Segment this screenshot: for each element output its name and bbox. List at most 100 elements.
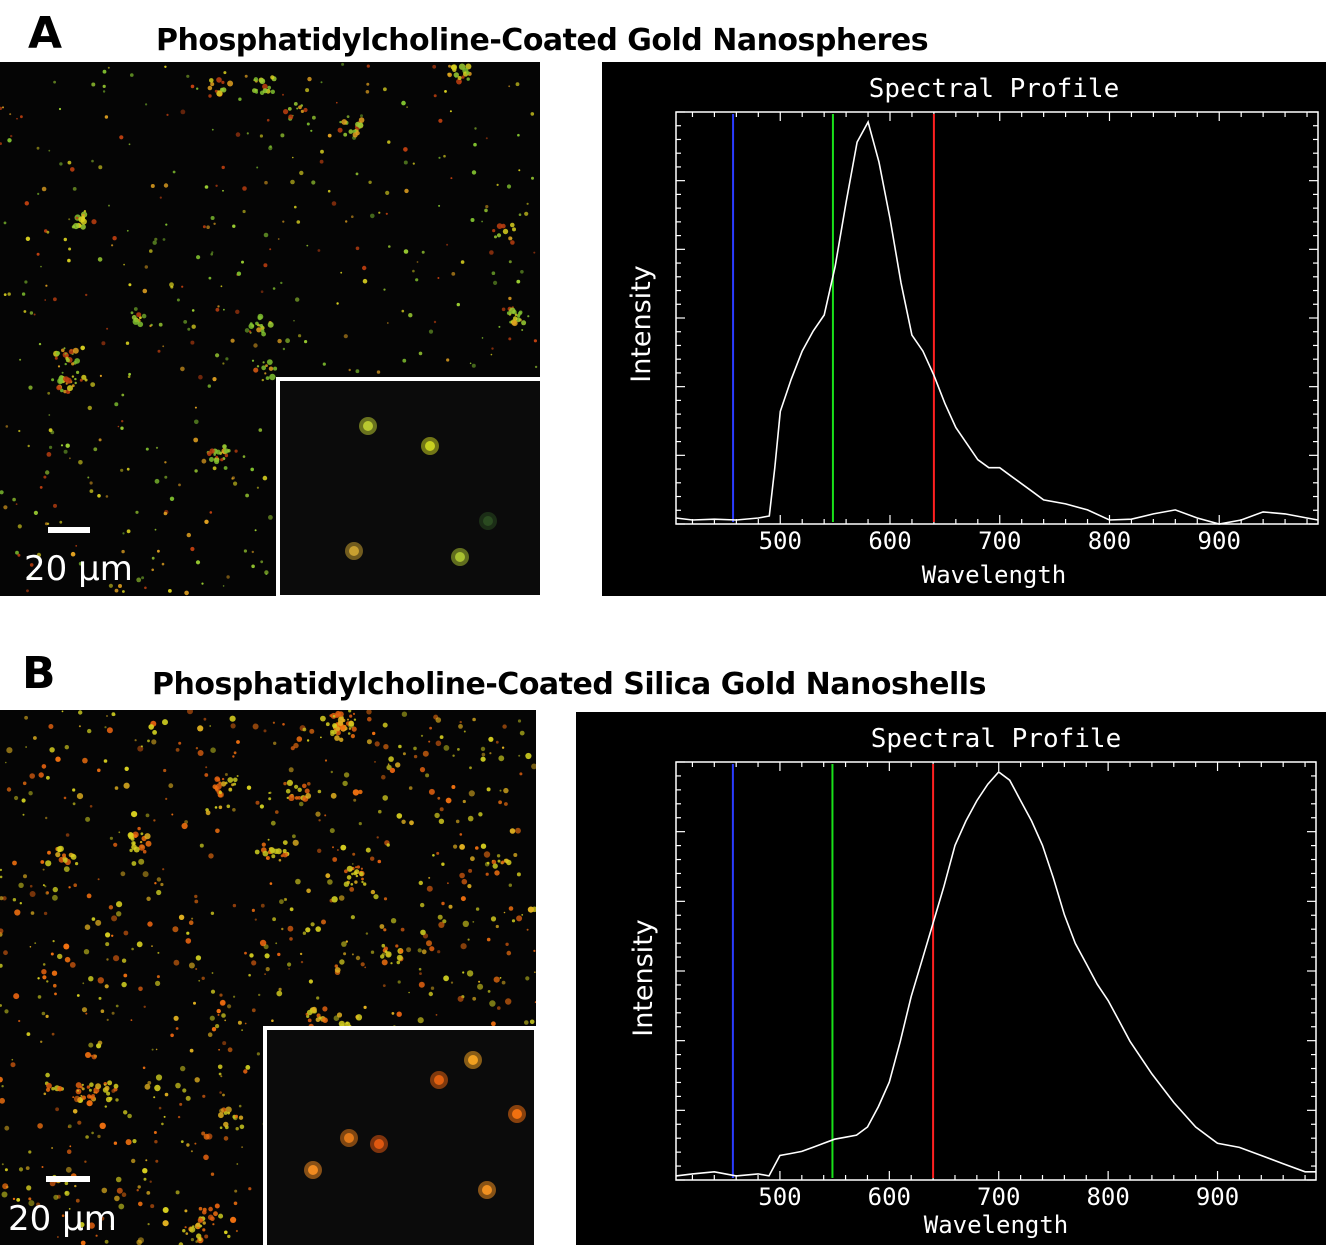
particle-cluster bbox=[297, 787, 302, 792]
particle bbox=[521, 914, 524, 916]
particle bbox=[478, 980, 481, 983]
particle bbox=[428, 876, 431, 879]
particle bbox=[140, 745, 143, 748]
particle-cluster bbox=[383, 946, 388, 951]
particle bbox=[154, 882, 157, 885]
particle bbox=[136, 577, 142, 583]
particle bbox=[106, 1018, 109, 1021]
particle-cluster bbox=[210, 1216, 215, 1221]
particle bbox=[14, 909, 21, 916]
particle-cluster bbox=[209, 457, 214, 462]
particle bbox=[2, 1183, 9, 1190]
particle bbox=[421, 949, 427, 955]
particle bbox=[28, 1197, 32, 1201]
particle bbox=[133, 307, 138, 311]
particle bbox=[368, 180, 372, 184]
particle bbox=[209, 725, 212, 727]
particle bbox=[223, 71, 227, 75]
particle bbox=[295, 297, 300, 302]
particle bbox=[233, 481, 238, 486]
particle bbox=[98, 996, 102, 1000]
particle-cluster bbox=[207, 85, 213, 91]
particle-cluster bbox=[343, 881, 350, 887]
particle bbox=[217, 305, 220, 308]
micrograph-a-inset-particles bbox=[345, 417, 497, 566]
particle-cluster bbox=[63, 347, 66, 350]
particle bbox=[63, 449, 68, 454]
particle bbox=[53, 1194, 59, 1200]
particle-cluster bbox=[259, 78, 266, 85]
particle bbox=[348, 710, 352, 713]
particle bbox=[142, 871, 149, 878]
particle bbox=[383, 928, 387, 932]
particle bbox=[61, 710, 64, 713]
particle bbox=[339, 959, 345, 965]
particle bbox=[19, 902, 22, 905]
particle bbox=[234, 449, 238, 453]
particle bbox=[183, 320, 188, 324]
particle-cluster bbox=[196, 1233, 202, 1239]
particle bbox=[196, 255, 201, 260]
particle bbox=[350, 915, 355, 920]
particle bbox=[340, 271, 343, 274]
particle bbox=[161, 1122, 164, 1126]
particle bbox=[294, 205, 297, 209]
particle bbox=[417, 1017, 424, 1024]
particle bbox=[210, 1172, 215, 1176]
particle bbox=[44, 885, 47, 888]
particle bbox=[230, 1216, 237, 1223]
particle bbox=[104, 1105, 108, 1108]
particle bbox=[43, 475, 47, 479]
particle bbox=[42, 975, 47, 980]
particle bbox=[277, 952, 281, 957]
particle bbox=[531, 176, 534, 180]
particle bbox=[518, 754, 521, 757]
particle bbox=[413, 746, 417, 751]
particle bbox=[472, 921, 475, 923]
particle bbox=[185, 1095, 191, 1101]
particle bbox=[88, 976, 94, 982]
particle bbox=[108, 204, 110, 207]
particle bbox=[175, 1027, 179, 1030]
particle bbox=[232, 224, 236, 228]
particle bbox=[168, 783, 174, 789]
particle bbox=[90, 382, 96, 387]
particle bbox=[215, 184, 218, 187]
particle-cluster bbox=[357, 122, 364, 128]
particle bbox=[211, 1027, 217, 1032]
particle bbox=[295, 878, 301, 885]
particle-cluster bbox=[510, 222, 515, 228]
particle bbox=[57, 953, 63, 960]
particle-cluster bbox=[88, 1088, 92, 1092]
particle-cluster bbox=[395, 944, 399, 948]
particle bbox=[126, 229, 129, 232]
inset-particle bbox=[374, 1139, 384, 1149]
particle bbox=[84, 1160, 87, 1163]
x-tick-label: 900 bbox=[1196, 1183, 1239, 1211]
particle bbox=[401, 711, 408, 717]
particle bbox=[271, 1019, 274, 1022]
particle bbox=[383, 744, 389, 750]
particle bbox=[397, 980, 401, 984]
particle bbox=[59, 162, 63, 166]
particle bbox=[150, 1204, 155, 1209]
particle bbox=[468, 868, 473, 873]
particle-cluster bbox=[234, 1114, 238, 1118]
particle bbox=[36, 146, 40, 150]
particle bbox=[374, 761, 376, 763]
particle bbox=[472, 717, 476, 722]
particle bbox=[143, 1177, 147, 1181]
particle bbox=[0, 928, 4, 934]
particle bbox=[306, 888, 311, 894]
particle bbox=[256, 486, 259, 489]
particle-cluster bbox=[55, 852, 61, 858]
particle bbox=[446, 243, 449, 246]
particle bbox=[201, 976, 205, 980]
particle bbox=[449, 110, 452, 113]
particle bbox=[505, 942, 509, 946]
particle-cluster bbox=[332, 723, 338, 729]
particle bbox=[39, 486, 43, 489]
particle-cluster bbox=[297, 796, 302, 800]
particle bbox=[459, 844, 465, 850]
particle bbox=[317, 848, 322, 853]
